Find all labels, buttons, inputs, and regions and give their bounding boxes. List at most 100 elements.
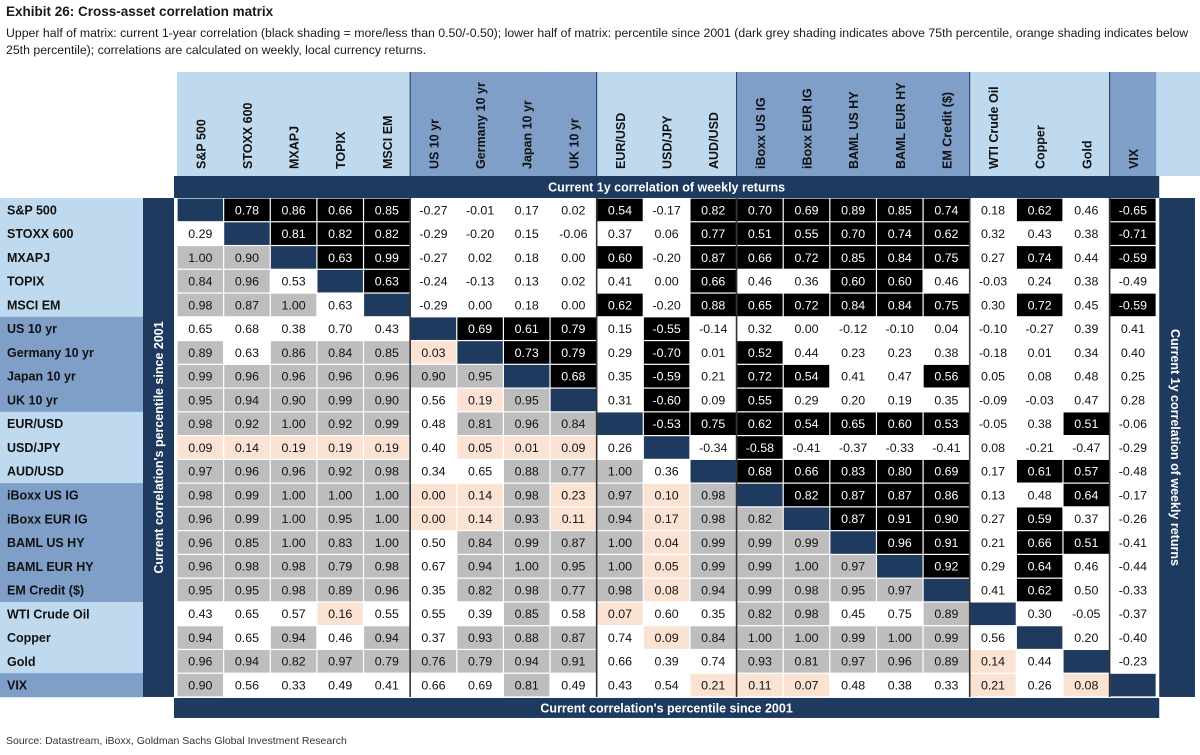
correlation-cell xyxy=(737,222,783,245)
diagonal-cell xyxy=(410,317,457,340)
percentile-cell xyxy=(504,555,550,578)
column-label: Gold xyxy=(1080,141,1094,169)
percentile-value: 0.65 xyxy=(235,631,259,645)
correlation-value: 0.81 xyxy=(282,227,306,241)
percentile-cell xyxy=(550,650,597,673)
percentile-value: 0.90 xyxy=(421,370,445,384)
percentile-value: 0.48 xyxy=(421,417,445,431)
percentile-value: 0.98 xyxy=(608,583,632,597)
correlation-cell xyxy=(737,388,783,412)
correlation-cell xyxy=(1016,507,1063,531)
percentile-value: 0.87 xyxy=(235,298,259,312)
percentile-cell xyxy=(364,341,410,364)
correlation-cell xyxy=(877,483,923,507)
percentile-cell xyxy=(410,673,457,697)
correlation-cell xyxy=(1016,364,1063,388)
correlation-cell xyxy=(504,246,550,269)
row-label: MSCI EM xyxy=(7,298,60,312)
percentile-cell xyxy=(550,459,597,483)
correlation-value: -0.60 xyxy=(652,393,680,407)
correlation-value: 0.37 xyxy=(1074,512,1098,526)
correlation-value: 0.06 xyxy=(655,227,679,241)
percentile-cell xyxy=(364,626,410,649)
percentile-value: 1.00 xyxy=(888,631,912,645)
percentile-cell xyxy=(270,293,317,317)
correlation-cell xyxy=(783,341,830,364)
correlation-cell xyxy=(410,293,457,317)
percentile-cell xyxy=(504,626,550,649)
row-label-bg xyxy=(0,673,143,698)
correlation-value: 0.84 xyxy=(841,298,865,312)
column-header-bg xyxy=(1109,72,1157,176)
percentile-cell xyxy=(783,626,830,649)
percentile-value: 0.95 xyxy=(561,560,585,574)
percentile-value: 0.95 xyxy=(328,512,352,526)
correlation-value: 0.21 xyxy=(981,536,1005,550)
correlation-cell xyxy=(690,364,736,388)
row-label-bg xyxy=(0,578,143,603)
percentile-value: 0.05 xyxy=(655,560,679,574)
bottom-band xyxy=(174,697,1160,718)
column-label: BAML US HY xyxy=(847,91,861,169)
percentile-cell xyxy=(504,436,550,459)
percentile-value: 0.14 xyxy=(981,655,1005,669)
percentile-cell xyxy=(923,602,970,626)
correlation-cell xyxy=(1110,626,1156,649)
percentile-value: 0.98 xyxy=(701,512,725,526)
correlation-value: 0.32 xyxy=(981,227,1005,241)
correlation-value: -0.01 xyxy=(466,203,494,217)
diagonal-cell xyxy=(177,198,224,222)
percentile-cell xyxy=(410,531,457,554)
percentile-value: 1.00 xyxy=(282,417,306,431)
percentile-value: 1.00 xyxy=(794,560,818,574)
percentile-value: 0.98 xyxy=(794,583,818,597)
percentile-cell xyxy=(597,507,643,531)
percentile-value: 0.97 xyxy=(888,583,912,597)
correlation-cell xyxy=(597,198,643,222)
correlation-cell xyxy=(877,341,923,364)
row-label: TOPIX xyxy=(7,275,45,289)
correlation-cell xyxy=(550,364,597,388)
correlation-value: -0.06 xyxy=(559,227,587,241)
percentile-cell xyxy=(270,436,317,459)
correlation-cell xyxy=(457,269,503,293)
percentile-value: 1.00 xyxy=(608,465,632,479)
percentile-cell xyxy=(550,626,597,649)
correlation-value: 0.00 xyxy=(561,251,585,265)
column-header-bg xyxy=(876,72,924,176)
column-label: USD/JPY xyxy=(661,115,675,169)
percentile-value: 1.00 xyxy=(282,536,306,550)
percentile-cell xyxy=(317,293,363,317)
correlation-cell xyxy=(504,269,550,293)
percentile-value: 0.21 xyxy=(701,678,725,692)
correlation-value: 0.64 xyxy=(1028,560,1052,574)
correlation-cell xyxy=(1110,317,1156,340)
percentile-cell xyxy=(317,317,363,340)
correlation-cell xyxy=(1110,198,1156,222)
percentile-value: 0.66 xyxy=(608,655,632,669)
correlation-value: -0.18 xyxy=(979,346,1007,360)
correlation-cell xyxy=(830,388,876,412)
correlation-cell xyxy=(643,293,690,317)
correlation-value: 0.92 xyxy=(934,560,958,574)
correlation-cell xyxy=(690,246,736,269)
correlation-cell xyxy=(690,388,736,412)
percentile-cell xyxy=(830,673,876,697)
percentile-value: 0.96 xyxy=(282,370,306,384)
percentile-cell xyxy=(877,602,923,626)
percentile-value: 0.82 xyxy=(282,655,306,669)
correlation-cell xyxy=(877,198,923,222)
correlation-cell xyxy=(830,222,876,245)
percentile-cell xyxy=(783,602,830,626)
correlation-cell xyxy=(643,222,690,245)
column-header-bg xyxy=(969,72,1017,176)
percentile-cell xyxy=(364,531,410,554)
percentile-value: 0.49 xyxy=(561,678,585,692)
correlation-value: 0.38 xyxy=(1074,227,1098,241)
percentile-cell xyxy=(270,578,317,602)
correlation-value: 0.56 xyxy=(934,370,958,384)
correlation-cell xyxy=(970,507,1016,531)
percentile-value: 0.93 xyxy=(515,512,539,526)
correlation-value: -0.05 xyxy=(1072,607,1100,621)
correlation-value: 0.70 xyxy=(841,227,865,241)
